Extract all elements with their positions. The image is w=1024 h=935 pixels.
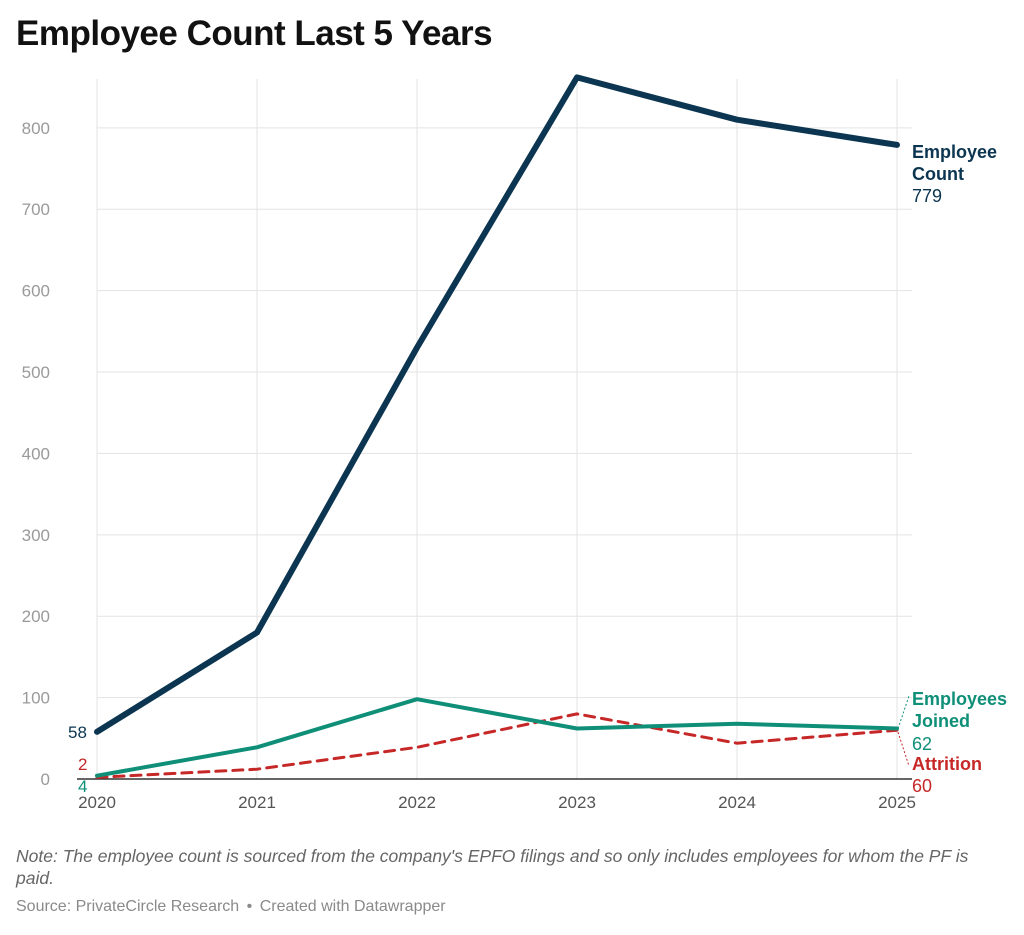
series-name-employees-joined-line1: Employees xyxy=(912,689,1007,709)
y-tick-label: 700 xyxy=(22,200,50,219)
y-tick-label: 400 xyxy=(22,444,50,463)
start-label-employee-count: 58 xyxy=(68,723,87,742)
y-tick-label: 100 xyxy=(22,689,50,708)
series-name-attrition: Attrition xyxy=(912,754,982,774)
start-label-employees-joined: 4 xyxy=(78,777,87,796)
end-label-employees-joined: 62 xyxy=(912,734,932,754)
series-line-employees_joined xyxy=(95,697,899,778)
x-axis-ticks: 2020 2021 2022 2023 2024 2025 xyxy=(78,793,916,812)
start-label-attrition: 2 xyxy=(78,755,87,774)
chart-title: Employee Count Last 5 Years xyxy=(16,14,493,53)
y-axis-ticks: 0 100 200 300 400 500 600 700 800 xyxy=(22,119,50,789)
x-tick-label: 2024 xyxy=(718,793,756,812)
chart-note: Note: The employee count is sourced from… xyxy=(16,846,969,888)
gridlines xyxy=(96,79,912,779)
y-tick-label: 500 xyxy=(22,363,50,382)
connector-attrition xyxy=(897,732,910,767)
x-tick-label: 2025 xyxy=(878,793,916,812)
y-tick-label: 800 xyxy=(22,119,50,138)
footer-separator: • xyxy=(246,898,253,915)
x-tick-label: 2022 xyxy=(398,793,436,812)
end-label-employee-count: 779 xyxy=(912,186,942,206)
series-name-employees-joined-line2: Joined xyxy=(912,711,970,731)
series-line-employee_count xyxy=(94,74,900,735)
y-tick-label: 300 xyxy=(22,526,50,545)
x-tick-label: 2020 xyxy=(78,793,116,812)
y-tick-label: 200 xyxy=(22,607,50,626)
chart-source: Source: PrivateCircle Research • Created… xyxy=(16,898,446,916)
x-tick-label: 2023 xyxy=(558,793,596,812)
x-tick-label: 2021 xyxy=(238,793,276,812)
series-name-employee-count-line1: Employee xyxy=(912,142,997,162)
credit-text: Created with Datawrapper xyxy=(259,898,446,915)
source-text: Source: PrivateCircle Research xyxy=(16,898,240,915)
end-label-attrition: 60 xyxy=(912,776,932,796)
y-tick-label: 600 xyxy=(22,282,50,301)
y-tick-label: 0 xyxy=(41,770,50,789)
series-name-employee-count-line2: Count xyxy=(912,164,964,184)
connector-employees-joined xyxy=(897,695,910,729)
series-lines xyxy=(94,74,900,779)
